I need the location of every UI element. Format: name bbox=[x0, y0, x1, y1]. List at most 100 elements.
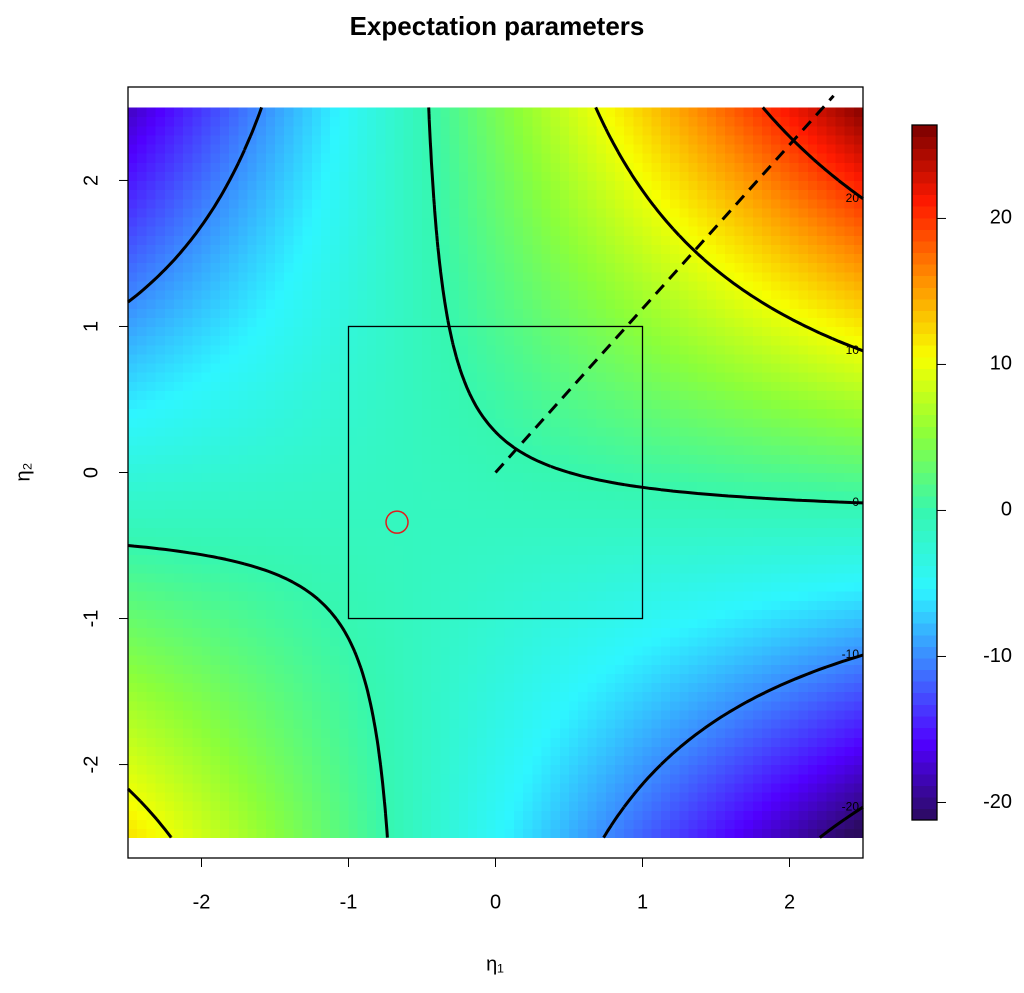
heat-cell bbox=[679, 709, 690, 720]
heat-cell bbox=[155, 645, 166, 656]
heat-cell bbox=[596, 390, 607, 401]
heat-cell bbox=[302, 107, 313, 118]
heat-cell bbox=[679, 180, 690, 191]
heat-cell bbox=[256, 435, 267, 446]
heat-cell bbox=[293, 472, 304, 483]
heat-cell bbox=[229, 700, 239, 711]
heat-cell bbox=[495, 445, 506, 455]
heat-cell bbox=[523, 572, 533, 583]
heat-cell bbox=[513, 335, 524, 346]
heat-cell bbox=[422, 244, 432, 255]
heat-cell bbox=[624, 153, 634, 163]
heat-cell bbox=[614, 372, 625, 382]
heat-cell bbox=[229, 481, 239, 492]
heat-cell bbox=[504, 673, 515, 684]
heat-cell bbox=[679, 810, 690, 820]
heat-cell bbox=[440, 454, 451, 464]
heat-cell bbox=[311, 235, 322, 245]
heat-cell bbox=[633, 454, 644, 464]
heat-cell bbox=[394, 737, 405, 747]
heat-cell bbox=[256, 527, 267, 537]
heat-cell bbox=[284, 691, 294, 702]
heat-cell bbox=[146, 362, 157, 373]
heat-cell bbox=[642, 682, 653, 693]
heat-cell bbox=[256, 627, 267, 638]
heat-cell bbox=[596, 791, 607, 802]
heat-cell bbox=[660, 718, 671, 729]
heat-cell bbox=[219, 791, 230, 802]
heat-cell bbox=[201, 582, 212, 592]
heat-cell bbox=[275, 372, 285, 382]
heat-cell bbox=[137, 381, 147, 391]
heat-cell bbox=[697, 691, 708, 702]
heat-cell bbox=[210, 162, 221, 172]
heat-cell bbox=[596, 472, 607, 483]
heat-cell bbox=[504, 572, 515, 583]
heat-cell bbox=[697, 636, 708, 647]
heat-cell bbox=[311, 207, 322, 218]
heat-cell bbox=[569, 472, 579, 483]
heat-cell bbox=[532, 207, 543, 218]
heat-cell bbox=[201, 335, 212, 346]
heat-cell bbox=[440, 372, 451, 382]
heat-cell bbox=[660, 582, 671, 592]
heat-cell bbox=[357, 591, 368, 601]
heat-cell bbox=[660, 536, 671, 547]
heat-cell bbox=[633, 746, 644, 757]
heat-cell bbox=[624, 207, 634, 218]
heat-cell bbox=[219, 527, 230, 537]
heat-cell bbox=[311, 408, 322, 419]
heat-cell bbox=[541, 481, 552, 492]
heat-cell bbox=[210, 326, 221, 337]
heat-cell bbox=[146, 390, 157, 401]
heat-cell bbox=[229, 162, 239, 172]
heat-cell bbox=[495, 171, 506, 182]
heat-cell bbox=[219, 235, 230, 245]
heat-cell bbox=[238, 153, 249, 163]
heat-cell bbox=[265, 280, 276, 291]
heat-cell bbox=[192, 572, 203, 583]
heat-cell bbox=[173, 162, 184, 172]
heat-cell bbox=[486, 664, 497, 674]
heat-cell bbox=[311, 180, 322, 191]
heat-cell bbox=[366, 582, 377, 592]
heat-cell bbox=[256, 116, 267, 127]
heat-cell bbox=[679, 627, 690, 638]
heat-cell bbox=[605, 636, 616, 647]
heat-cell bbox=[385, 609, 396, 620]
heat-cell bbox=[660, 499, 671, 510]
heat-cell bbox=[642, 600, 653, 610]
heat-cell bbox=[238, 262, 249, 273]
heat-cell bbox=[440, 490, 451, 501]
heat-cell bbox=[532, 709, 543, 720]
heat-cell bbox=[559, 244, 570, 255]
heat-cell bbox=[660, 463, 671, 474]
heat-cell bbox=[651, 180, 662, 191]
heat-cell bbox=[550, 627, 561, 638]
heat-cell bbox=[265, 171, 276, 182]
heat-cell bbox=[449, 435, 460, 446]
heat-cell bbox=[614, 326, 625, 337]
heat-cell bbox=[679, 463, 690, 474]
heat-cell bbox=[155, 463, 166, 474]
heat-cell bbox=[128, 591, 138, 601]
heat-cell bbox=[559, 399, 570, 410]
heat-cell bbox=[128, 280, 138, 291]
heat-cell bbox=[183, 381, 193, 391]
heat-cell bbox=[467, 718, 478, 729]
heat-cell bbox=[183, 545, 193, 556]
heat-cell bbox=[164, 107, 175, 118]
heat-cell bbox=[440, 153, 451, 163]
heat-cell bbox=[467, 481, 478, 492]
heat-cell bbox=[642, 271, 653, 282]
heat-cell bbox=[164, 645, 175, 656]
heat-cell bbox=[247, 600, 258, 610]
heat-cell bbox=[697, 737, 708, 747]
heat-cell bbox=[229, 755, 239, 766]
heat-cell bbox=[550, 435, 561, 446]
heat-cell bbox=[523, 664, 533, 674]
heat-cell bbox=[624, 335, 634, 346]
heat-cell bbox=[265, 326, 276, 337]
heat-cell bbox=[486, 682, 497, 693]
heat-cell bbox=[275, 655, 285, 665]
